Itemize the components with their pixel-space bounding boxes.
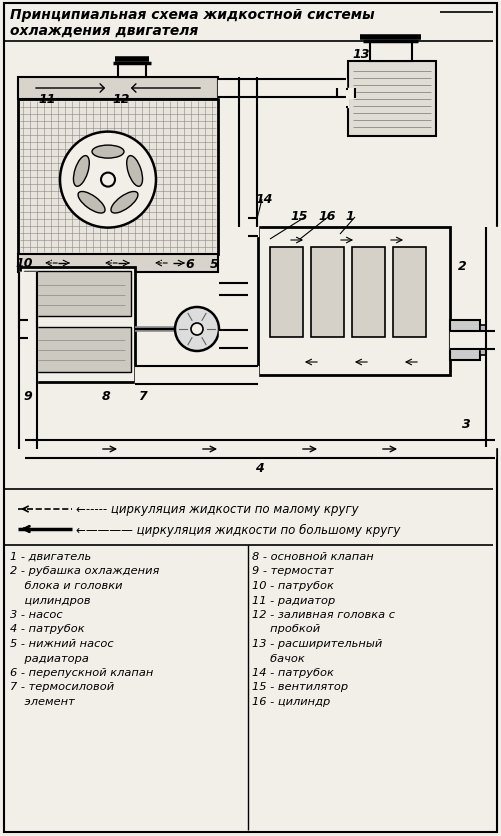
Text: цилиндров: цилиндров: [10, 594, 91, 604]
Text: 6: 6: [185, 257, 194, 271]
Text: 3: 3: [462, 417, 471, 431]
Bar: [258, 227, 450, 375]
Ellipse shape: [92, 146, 124, 159]
Text: ←----- циркуляция жидкости по малому кругу: ←----- циркуляция жидкости по малому кру…: [76, 503, 359, 516]
Text: 2 - рубашка охлаждения: 2 - рубашка охлаждения: [10, 566, 159, 576]
Text: 10 - патрубок: 10 - патрубок: [252, 580, 334, 590]
Text: 5 - нижний насос: 5 - нижний насос: [10, 638, 114, 648]
Text: 4: 4: [255, 461, 264, 475]
Text: 11 - радиатор: 11 - радиатор: [252, 594, 335, 604]
Text: Принципиальная схема жидкостной системы
охлаждения двигателя: Принципиальная схема жидкостной системы …: [10, 8, 375, 38]
Text: 16 - цилиндр: 16 - цилиндр: [252, 696, 330, 706]
Bar: [480, 344, 495, 355]
Text: 1 - двигатель: 1 - двигатель: [10, 551, 91, 561]
Circle shape: [101, 173, 115, 187]
Text: 9 - термостат: 9 - термостат: [252, 566, 334, 576]
Bar: [18, 99, 218, 255]
Text: 5: 5: [210, 257, 219, 271]
Bar: [393, 247, 426, 338]
Bar: [24, 328, 131, 373]
Text: 15 - вентилятор: 15 - вентилятор: [252, 681, 348, 691]
Text: 10: 10: [15, 257, 33, 270]
Text: блока и головки: блока и головки: [10, 580, 123, 590]
Circle shape: [60, 132, 156, 228]
Text: 9: 9: [23, 390, 32, 402]
Ellipse shape: [127, 156, 143, 187]
Bar: [118, 64, 146, 78]
Bar: [20, 268, 135, 383]
Text: 12: 12: [112, 93, 129, 106]
Text: 8: 8: [102, 390, 111, 402]
Text: 13: 13: [352, 48, 370, 61]
Text: 13 - расширительный: 13 - расширительный: [252, 638, 382, 648]
Text: 14 - патрубок: 14 - патрубок: [252, 667, 334, 677]
Circle shape: [191, 324, 203, 335]
Text: 16: 16: [318, 210, 336, 222]
Bar: [18, 255, 218, 273]
Text: 7: 7: [138, 390, 147, 402]
Text: 6 - перепускной клапан: 6 - перепускной клапан: [10, 667, 153, 677]
Text: 8 - основной клапан: 8 - основной клапан: [252, 551, 374, 561]
Text: ←———— циркуляция жидкости по большому кругу: ←———— циркуляция жидкости по большому кр…: [76, 522, 400, 536]
Text: 12 - заливная головка с: 12 - заливная головка с: [252, 609, 395, 619]
Text: 4 - патрубок: 4 - патрубок: [10, 624, 85, 634]
Text: пробкой: пробкой: [252, 624, 320, 634]
Text: 1: 1: [345, 210, 354, 222]
Bar: [270, 247, 303, 338]
Bar: [480, 325, 495, 338]
Bar: [24, 272, 131, 317]
Text: элемент: элемент: [10, 696, 75, 706]
Bar: [18, 78, 218, 99]
Bar: [352, 247, 385, 338]
Bar: [370, 42, 412, 62]
Text: 11: 11: [38, 93, 56, 106]
Text: 15: 15: [290, 210, 308, 222]
Ellipse shape: [111, 192, 138, 214]
Ellipse shape: [74, 156, 89, 187]
Bar: [450, 321, 480, 360]
Bar: [348, 62, 436, 137]
Text: 2: 2: [458, 260, 467, 273]
Circle shape: [175, 308, 219, 352]
Ellipse shape: [78, 192, 105, 214]
Text: 7 - термосиловой: 7 - термосиловой: [10, 681, 114, 691]
Text: бачок: бачок: [252, 653, 305, 663]
Text: 3 - насос: 3 - насос: [10, 609, 63, 619]
Text: 14: 14: [255, 193, 273, 206]
Text: радиатора: радиатора: [10, 653, 89, 663]
Bar: [311, 247, 344, 338]
